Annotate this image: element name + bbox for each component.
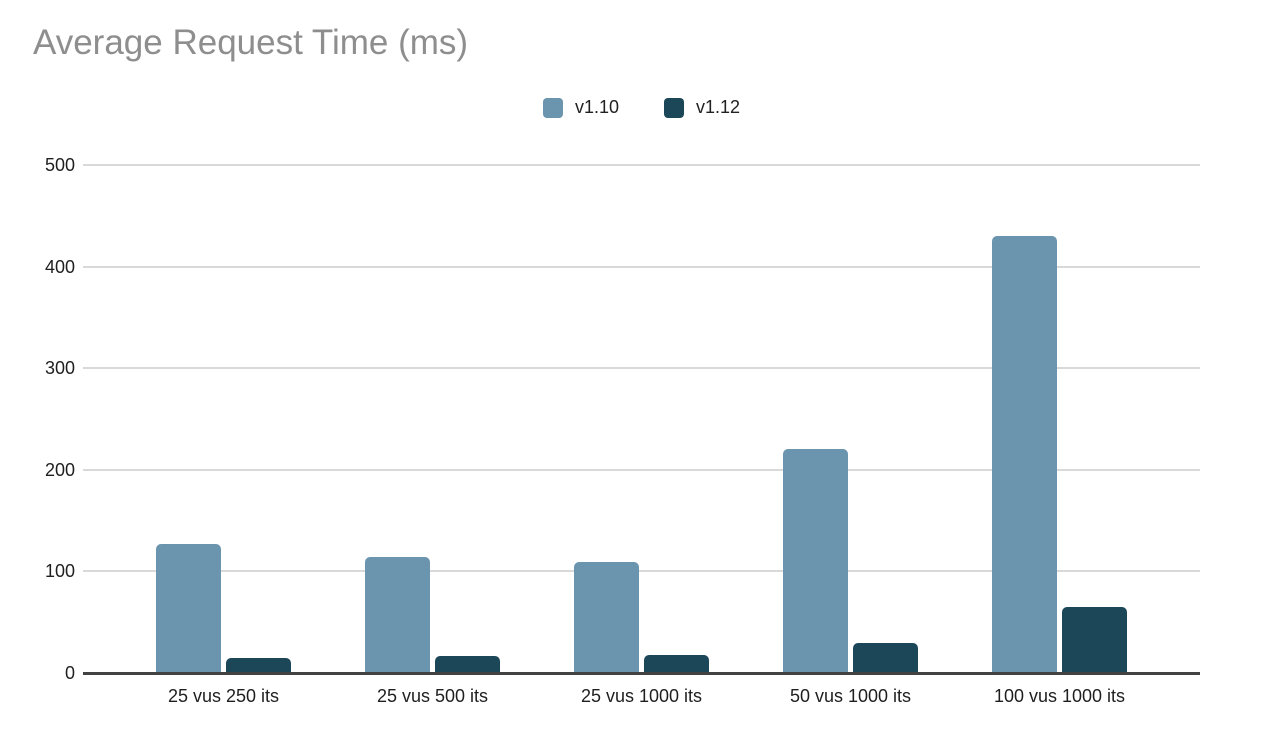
bar-group (328, 165, 537, 673)
y-axis-label: 100 (44, 561, 75, 582)
bar-groups (119, 165, 1164, 673)
bar-v1.12 (435, 655, 500, 673)
legend: v1.10 v1.12 (83, 97, 1200, 118)
legend-label: v1.10 (574, 97, 619, 117)
bar-v1.12 (853, 642, 918, 673)
gridline-300 (83, 367, 1200, 370)
bar-v1.12 (1062, 606, 1127, 673)
x-axis-label: 25 vus 250 its (167, 686, 280, 706)
gridline-400 (83, 265, 1200, 268)
bar-v1.10 (783, 449, 848, 673)
bar-v1.10 (365, 557, 430, 673)
y-axis-label: 300 (44, 358, 75, 379)
bar-v1.12 (644, 654, 709, 673)
y-axis-label: 500 (44, 155, 75, 175)
legend-label: v1.12 (696, 97, 741, 117)
y-axis: 0 100 200 300 400 500 (0, 155, 75, 683)
gridline-100 (83, 570, 1200, 573)
plot-area (83, 164, 1200, 675)
x-axis-label: 25 vus 1000 its (580, 686, 703, 706)
y-axis-label: 200 (44, 459, 75, 480)
bar-group (537, 165, 746, 673)
bar-v1.12 (226, 657, 291, 673)
bar-group (746, 165, 955, 673)
chart-title: Average Request Time (ms) (33, 23, 469, 62)
x-axis-label: 100 vus 1000 its (993, 686, 1126, 706)
x-axis-label: 50 vus 1000 its (789, 686, 912, 706)
legend-swatch-icon (664, 97, 684, 118)
legend-item-v1.12: v1.12 (664, 97, 740, 118)
y-axis-label: 0 (64, 663, 75, 683)
bar-group (955, 165, 1164, 673)
bar-v1.10 (574, 562, 639, 673)
bar-group (119, 165, 328, 673)
x-axis-baseline (83, 671, 1200, 675)
legend-swatch-icon (542, 97, 563, 118)
x-axis: 25 vus 250 its 25 vus 500 its 25 vus 1000 … (119, 686, 1164, 707)
gridline-200 (83, 468, 1200, 471)
bar-v1.10 (992, 236, 1057, 673)
bar-v1.10 (156, 543, 221, 673)
gridline-500 (83, 164, 1200, 166)
legend-item-v1.10: v1.10 (542, 97, 619, 118)
y-axis-label: 400 (44, 256, 75, 277)
x-axis-label: 25 vus 500 its (376, 686, 489, 706)
